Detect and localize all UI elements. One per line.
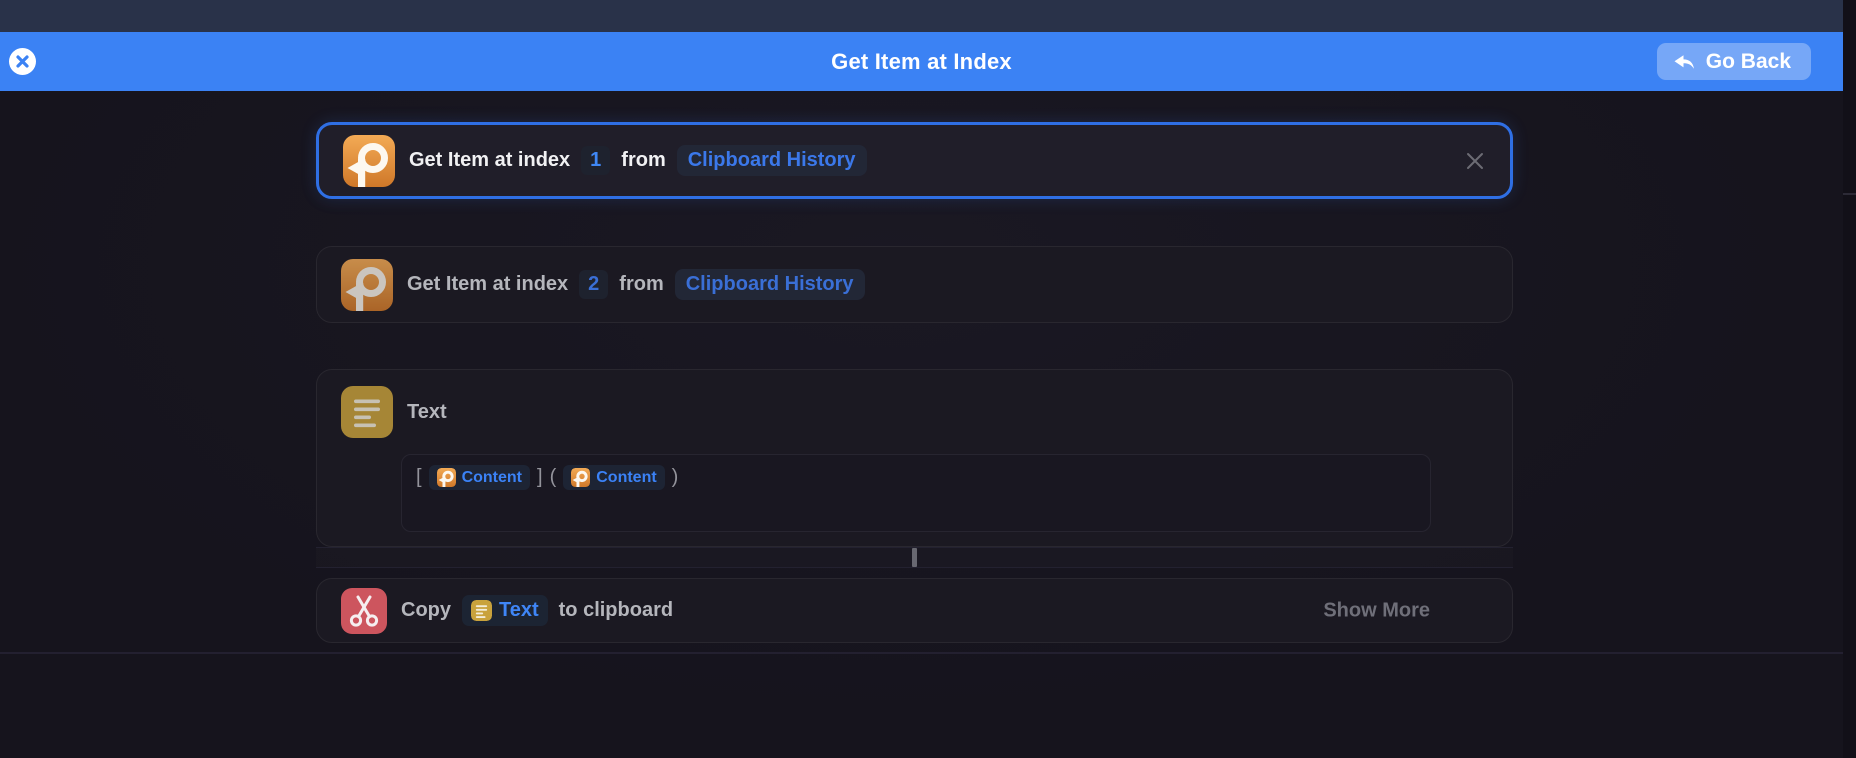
paste-app-icon xyxy=(341,258,393,311)
window-top-strip xyxy=(0,0,1843,32)
insertion-caret[interactable] xyxy=(912,548,917,567)
remove-action-button[interactable] xyxy=(1464,150,1486,172)
content-divider xyxy=(0,652,1843,654)
text-lines-icon xyxy=(471,600,492,621)
connector-text: from xyxy=(621,149,666,171)
back-arrow-icon xyxy=(1674,54,1694,69)
right-edge-divider xyxy=(1843,193,1856,195)
page-title: Get Item at Index xyxy=(831,48,1012,74)
action-title: Text xyxy=(407,400,447,423)
token-label: Content xyxy=(596,468,657,486)
token-label: Content xyxy=(461,468,522,486)
content-variable-token[interactable]: Content xyxy=(563,465,665,490)
insertion-band xyxy=(316,547,1513,568)
bracket-text: ] xyxy=(537,466,543,488)
paste-app-icon xyxy=(343,134,395,187)
close-button[interactable] xyxy=(9,48,36,75)
action-card-get-item-2[interactable]: Get Item at index 2 from Clipboard Histo… xyxy=(316,246,1513,323)
go-back-button[interactable]: Go Back xyxy=(1656,43,1811,80)
paren-text: ) xyxy=(671,466,679,488)
paren-text: ( xyxy=(549,466,557,488)
paste-app-icon xyxy=(436,468,456,487)
action-verb: Copy xyxy=(401,599,451,621)
token-label: Text xyxy=(499,599,539,621)
header-bar: Get Item at Index Go Back xyxy=(0,32,1843,91)
window-right-edge xyxy=(1843,0,1856,758)
show-more-button[interactable]: Show More xyxy=(1323,599,1430,621)
x-icon xyxy=(1467,152,1483,169)
index-value-field[interactable]: 2 xyxy=(579,270,609,299)
go-back-label: Go Back xyxy=(1705,49,1791,73)
text-variable-token[interactable]: Text xyxy=(462,595,548,626)
scissors-icon xyxy=(341,587,387,634)
action-title: Get Item at index xyxy=(407,273,569,295)
action-card-copy[interactable]: Copy Text to clipboard Show More xyxy=(316,578,1513,643)
paste-app-icon xyxy=(571,468,591,487)
action-suffix: to clipboard xyxy=(558,599,674,621)
connector-text: from xyxy=(619,273,664,295)
bracket-text: [ xyxy=(416,466,422,488)
text-lines-icon xyxy=(341,386,393,438)
close-circle-icon xyxy=(9,48,36,75)
action-card-text[interactable]: Text [ Content ] ( xyxy=(316,369,1513,547)
action-card-get-item-1[interactable]: Get Item at index 1 from Clipboard Histo… xyxy=(316,122,1513,199)
action-title: Get Item at index xyxy=(409,149,571,171)
source-field[interactable]: Clipboard History xyxy=(674,269,865,300)
index-value-field[interactable]: 1 xyxy=(581,146,611,175)
text-input-field[interactable]: [ Content ] ( xyxy=(401,454,1431,532)
content-variable-token[interactable]: Content xyxy=(428,465,530,490)
source-field[interactable]: Clipboard History xyxy=(676,145,867,176)
